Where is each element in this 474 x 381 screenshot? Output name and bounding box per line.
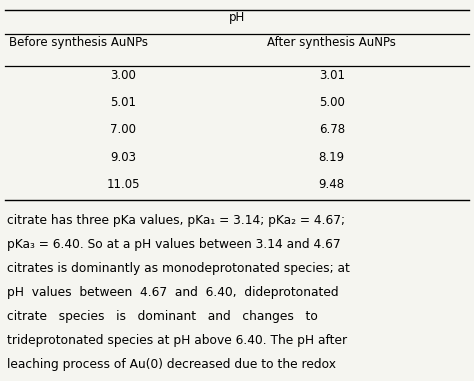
Text: 3.01: 3.01 [319, 69, 345, 82]
Text: trideprotonated species at pH above 6.40. The pH after: trideprotonated species at pH above 6.40… [7, 334, 347, 347]
Text: pKa₃ = 6.40. So at a pH values between 3.14 and 4.67: pKa₃ = 6.40. So at a pH values between 3… [7, 238, 341, 251]
Text: pH  values  between  4.67  and  6.40,  dideprotonated: pH values between 4.67 and 6.40, didepro… [7, 286, 339, 299]
Text: 3.00: 3.00 [110, 69, 136, 82]
Text: 5.01: 5.01 [110, 96, 136, 109]
Text: pH: pH [229, 11, 245, 24]
Text: 5.00: 5.00 [319, 96, 345, 109]
Text: 11.05: 11.05 [107, 178, 140, 191]
Text: Before synthesis AuNPs: Before synthesis AuNPs [9, 36, 148, 49]
Text: 7.00: 7.00 [110, 123, 136, 136]
Text: After synthesis AuNPs: After synthesis AuNPs [267, 36, 396, 49]
Text: citrate has three pKa values, pKa₁ = 3.14; pKa₂ = 4.67;: citrate has three pKa values, pKa₁ = 3.1… [7, 214, 345, 227]
Text: 8.19: 8.19 [319, 151, 345, 164]
Text: 6.78: 6.78 [319, 123, 345, 136]
Text: 9.48: 9.48 [319, 178, 345, 191]
Text: citrates is dominantly as monodeprotonated species; at: citrates is dominantly as monodeprotonat… [7, 262, 350, 275]
Text: 9.03: 9.03 [110, 151, 136, 164]
Text: leaching process of Au(0) decreased due to the redox: leaching process of Au(0) decreased due … [7, 358, 336, 371]
Text: citrate   species   is   dominant   and   changes   to: citrate species is dominant and changes … [7, 310, 318, 323]
